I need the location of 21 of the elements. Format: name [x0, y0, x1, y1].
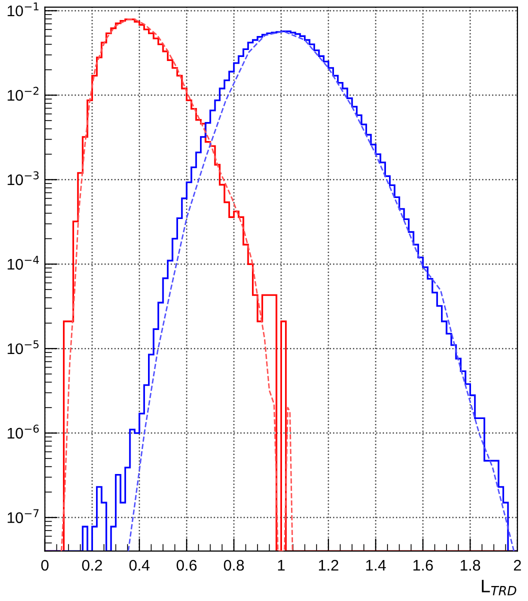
y-tick-label: 10$^{−6}$: [8, 424, 39, 439]
x-tick-label: 1.2: [318, 560, 338, 571]
x-tick-label: 1: [278, 560, 285, 571]
x-axis-title: L$_{TRD}$: [482, 580, 516, 596]
x-tick-label: 0.6: [176, 560, 197, 571]
y-tick-label: 10$^{−2}$: [8, 86, 38, 101]
x-tick-label: 0: [41, 560, 49, 571]
line-series: [60, 18, 294, 552]
y-tick-label: 10$^{−4}$: [8, 256, 39, 270]
line-series: [128, 30, 515, 552]
y-tick-label: 10$^{−7}$: [8, 509, 39, 524]
x-tick-label: 1.4: [366, 560, 386, 571]
x-tick-label: 2: [514, 560, 521, 571]
y-tick-label: 10$^{−1}$: [8, 2, 38, 16]
x-tick-label: 0.4: [129, 560, 150, 571]
x-tick-label: 1.6: [413, 560, 433, 571]
x-tick-label: 0.8: [224, 560, 244, 571]
x-tick-label: 0.2: [82, 560, 102, 571]
y-tick-label: 10$^{−3}$: [8, 171, 39, 186]
x-tick-label: 1.8: [460, 560, 480, 571]
y-tick-label: 10$^{−5}$: [8, 340, 39, 354]
